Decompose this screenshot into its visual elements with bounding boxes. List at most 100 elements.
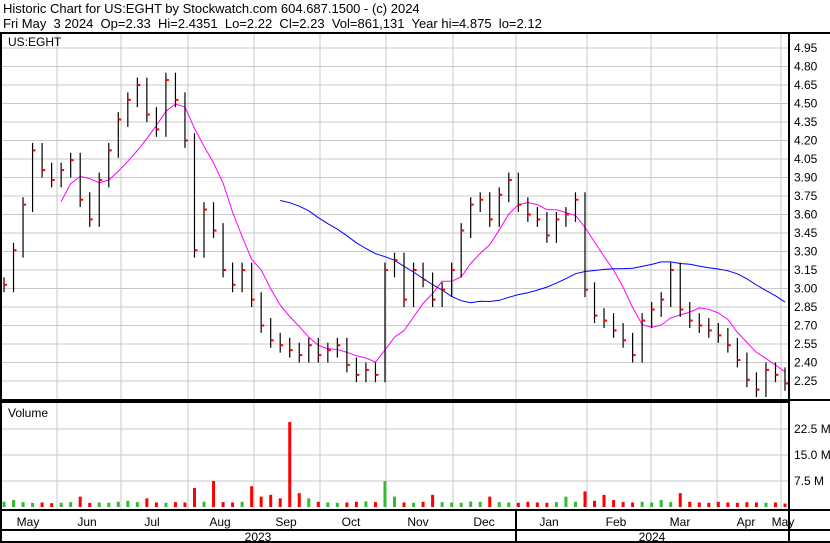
close-tick xyxy=(613,329,617,332)
price-tick-label: 2.70 xyxy=(794,319,818,333)
volume-bar xyxy=(583,491,587,507)
volume-bar xyxy=(31,502,35,507)
volume-bar xyxy=(764,502,768,507)
close-tick xyxy=(327,349,331,352)
close-tick xyxy=(242,269,246,271)
volume-bar xyxy=(593,500,597,507)
close-tick xyxy=(337,344,341,347)
price-tick-label: 4.35 xyxy=(794,115,818,129)
volume-bar xyxy=(478,501,482,507)
close-tick xyxy=(70,159,74,162)
close-tick xyxy=(356,373,360,376)
month-label: Nov xyxy=(407,515,428,529)
close-tick xyxy=(651,308,655,311)
close-tick xyxy=(394,259,398,262)
volume-tick-label: 22.5 M xyxy=(794,422,830,436)
volume-bar xyxy=(335,502,339,507)
price-tick-label: 2.25 xyxy=(794,374,818,388)
close-tick xyxy=(584,288,588,291)
close-tick xyxy=(251,298,255,301)
close-tick xyxy=(42,169,46,172)
volume-bar xyxy=(154,502,158,507)
close-tick xyxy=(546,234,550,237)
volume-bar xyxy=(402,502,406,507)
volume-bar xyxy=(726,502,730,507)
volume-bar xyxy=(116,501,120,507)
volume-bars xyxy=(2,422,787,507)
price-tick-label: 4.65 xyxy=(794,78,818,92)
volume-bar xyxy=(773,502,777,507)
price-tick-label: 3.15 xyxy=(794,263,818,277)
volume-bar xyxy=(164,502,168,507)
month-label: Sep xyxy=(275,515,297,529)
close-tick xyxy=(118,118,122,121)
volume-bar xyxy=(135,502,139,507)
close-tick xyxy=(680,308,684,311)
volume-bar xyxy=(488,496,492,507)
volume-bar xyxy=(640,501,644,507)
volume-bar xyxy=(783,503,787,507)
volume-bar xyxy=(12,500,16,507)
volume-bar xyxy=(59,502,63,507)
volume-bar xyxy=(50,503,54,507)
close-tick xyxy=(23,203,27,206)
close-tick xyxy=(232,283,236,286)
close-tick xyxy=(423,278,427,281)
volume-bar xyxy=(40,502,44,507)
close-tick xyxy=(13,249,17,252)
volume-bar xyxy=(440,502,444,507)
volume-bar xyxy=(364,501,368,507)
close-tick xyxy=(604,319,608,322)
axis-labels: 4.95 4.80 4.65 4.50 4.35 4.20 4.05 3.90 3.75 3.60… xyxy=(17,41,830,543)
volume-bar xyxy=(278,498,282,507)
volume-bar xyxy=(421,501,425,507)
volume-bar xyxy=(145,498,149,507)
close-tick xyxy=(80,198,84,201)
volume-bar xyxy=(107,502,111,507)
close-tick xyxy=(375,373,379,376)
volume-bar xyxy=(745,502,749,507)
price-tick-label: 3.30 xyxy=(794,245,818,259)
volume-bar xyxy=(602,494,606,507)
close-tick xyxy=(346,363,350,366)
close-tick xyxy=(299,354,303,357)
close-tick xyxy=(318,354,322,357)
month-label: Jun xyxy=(77,515,96,529)
close-tick xyxy=(175,98,179,101)
volume-bar xyxy=(88,502,92,507)
close-tick xyxy=(508,178,512,181)
close-tick xyxy=(32,149,36,152)
close-tick xyxy=(689,319,693,322)
chart-title: Historic Chart for US:EGHT by Stockwatch… xyxy=(3,1,420,16)
close-tick xyxy=(746,378,750,381)
close-tick xyxy=(718,334,722,337)
close-tick xyxy=(737,359,741,362)
close-tick xyxy=(632,354,636,357)
volume-bar xyxy=(212,481,216,507)
volume-bar xyxy=(250,486,254,507)
close-tick xyxy=(785,382,788,385)
volume-bar xyxy=(326,502,330,507)
volume-bar xyxy=(221,502,225,507)
month-label: Feb xyxy=(606,515,627,529)
month-label: Apr xyxy=(737,515,756,529)
volume-bar xyxy=(240,501,244,507)
close-tick xyxy=(518,203,522,206)
month-label: Jan xyxy=(539,515,558,529)
short-moving-average-line xyxy=(60,103,786,373)
close-tick xyxy=(194,249,198,252)
price-tick-label: 3.00 xyxy=(794,282,818,296)
volume-bar xyxy=(497,502,501,507)
volume-bar xyxy=(688,501,692,507)
volume-bar xyxy=(526,501,530,507)
year-label: 2023 xyxy=(245,530,272,543)
close-tick xyxy=(565,213,569,216)
close-tick xyxy=(61,169,65,172)
volume-bar xyxy=(21,502,25,507)
close-tick xyxy=(699,324,703,327)
close-tick xyxy=(556,218,560,221)
volume-bar xyxy=(345,502,349,507)
close-tick xyxy=(670,269,674,271)
price-tick-label: 4.50 xyxy=(794,97,818,111)
